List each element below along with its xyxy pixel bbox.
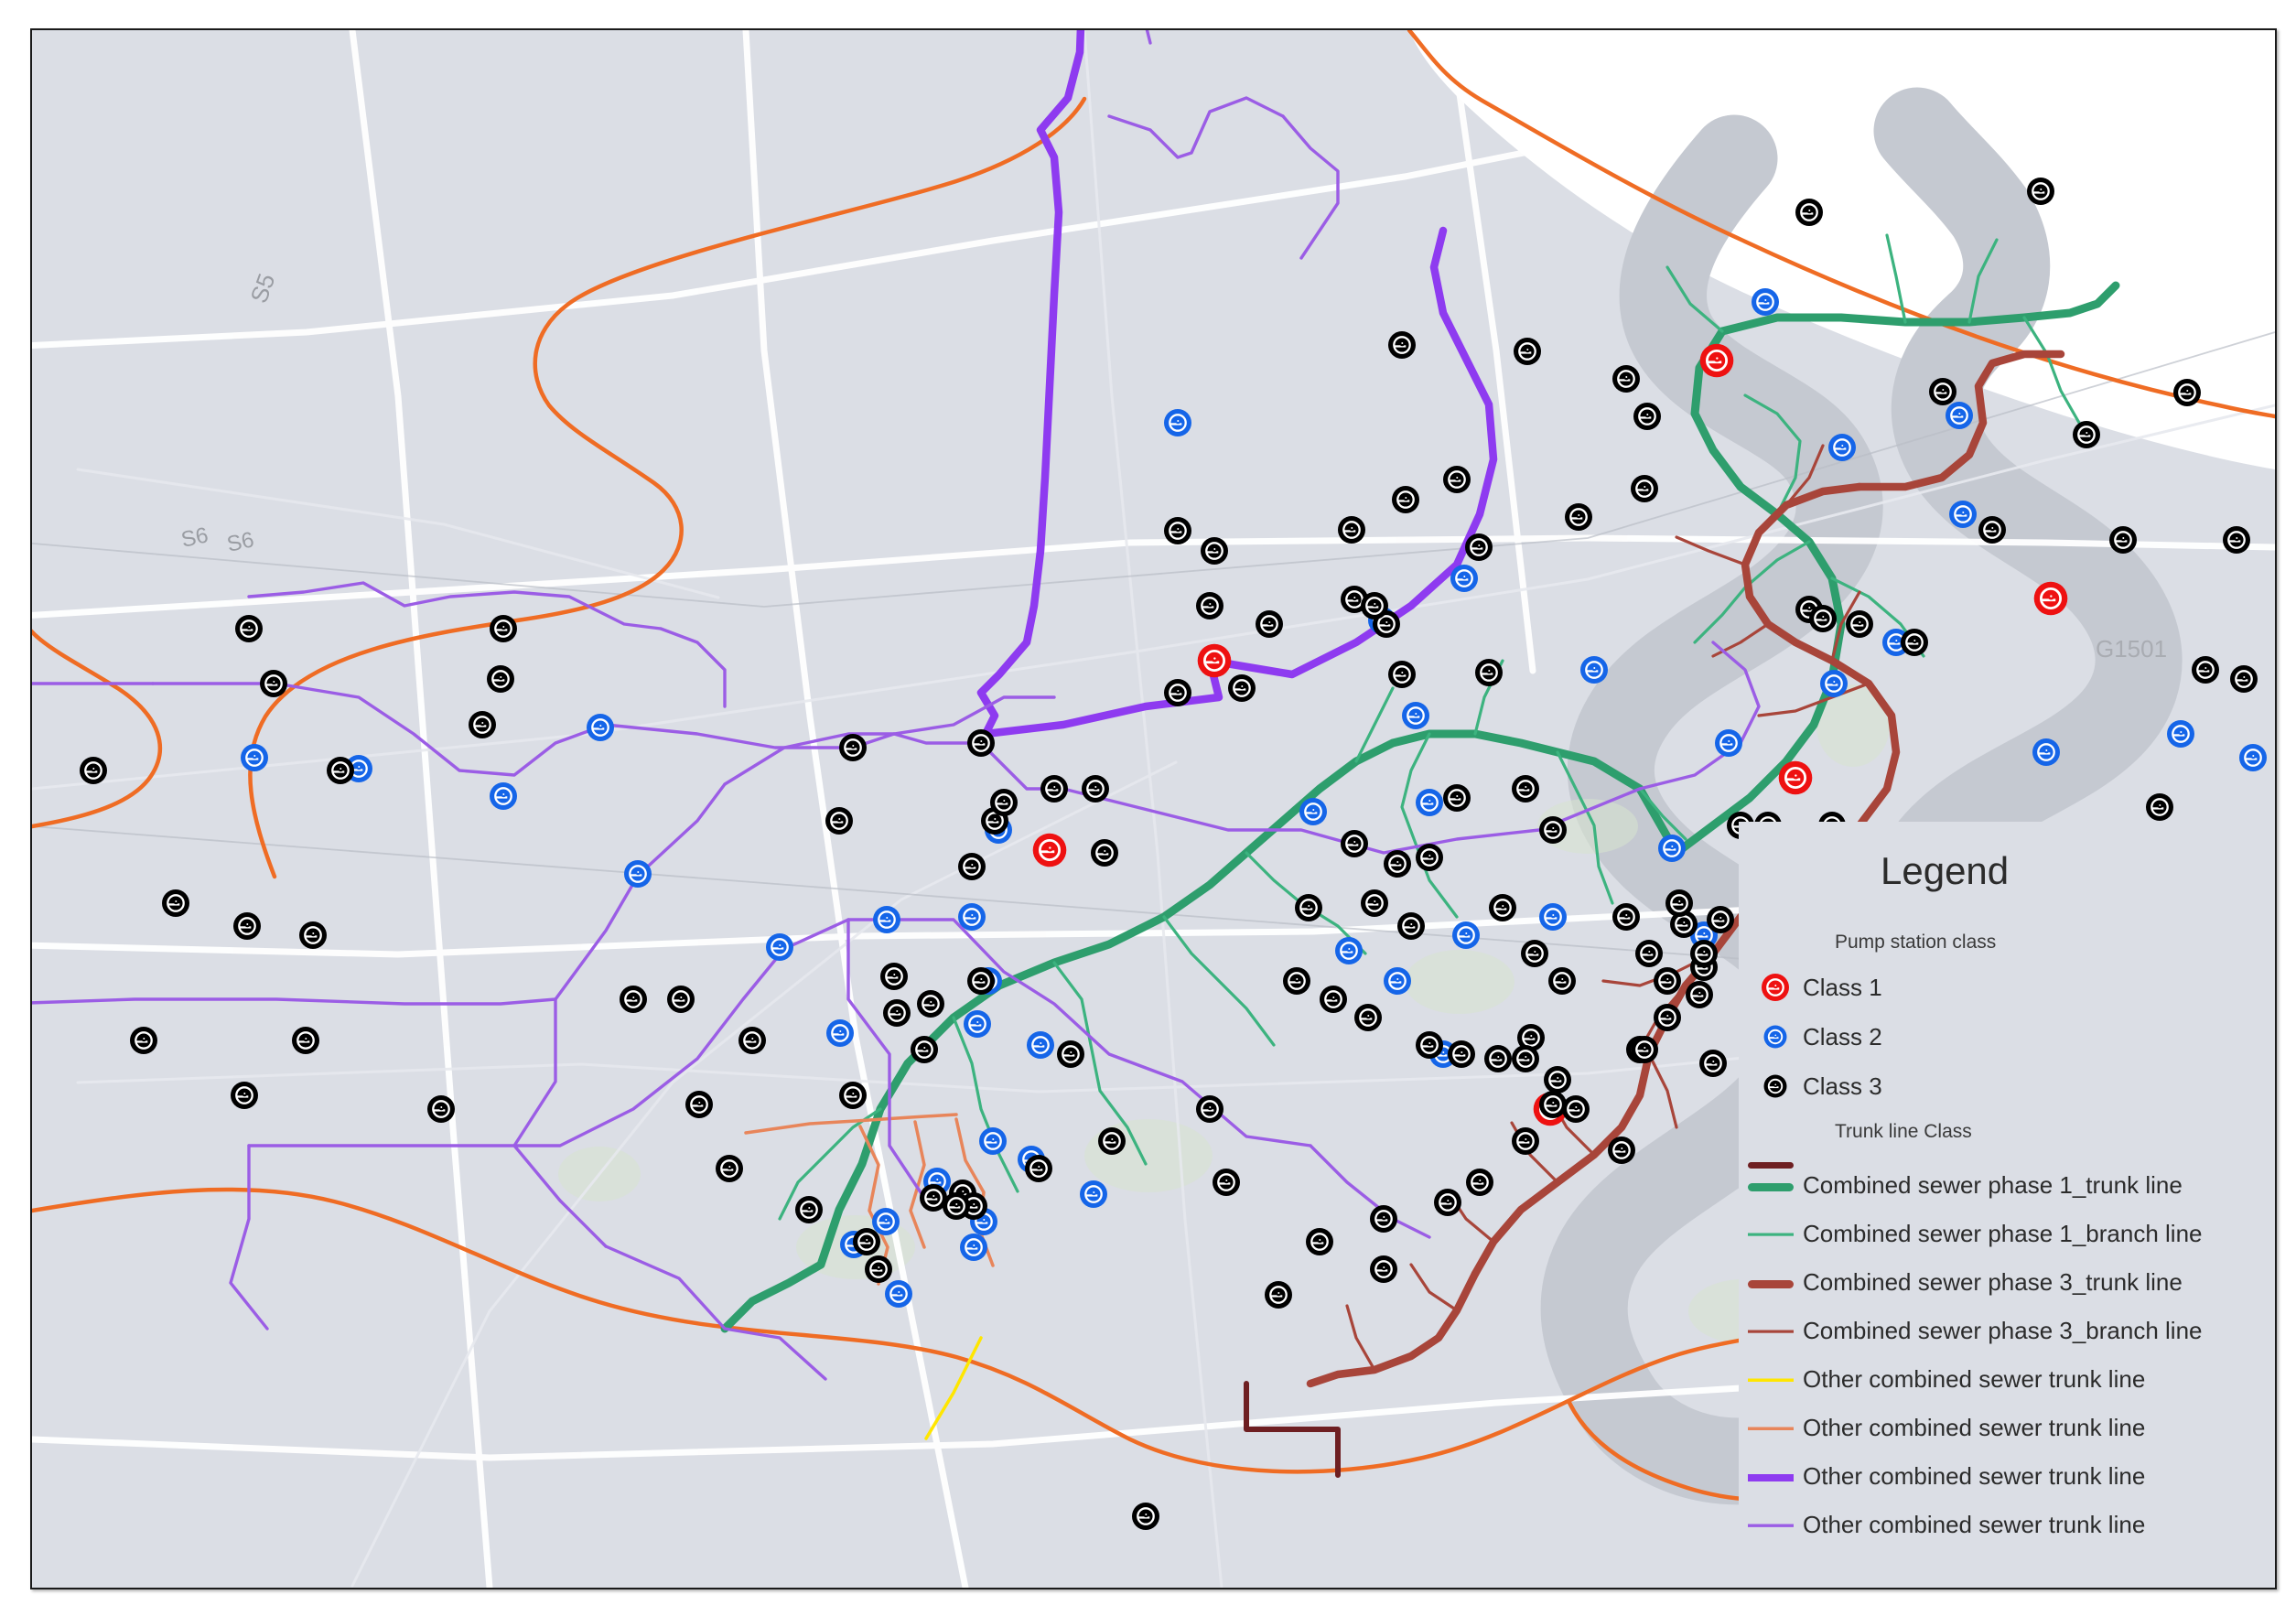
svg-text:S6: S6 [225,527,256,557]
svg-text:G1501: G1501 [2096,635,2167,663]
svg-text:S6: S6 [179,523,210,553]
svg-text:S5: S5 [244,270,280,307]
